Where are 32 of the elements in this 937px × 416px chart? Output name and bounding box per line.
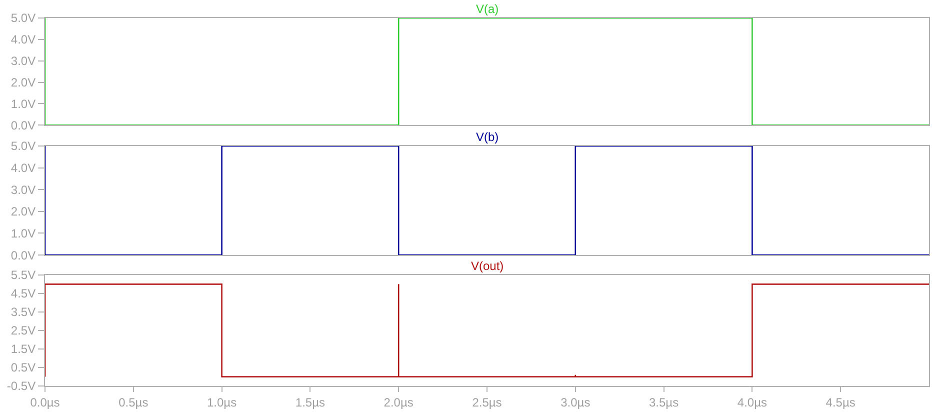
x-tick-label: 4.5µs (826, 395, 856, 410)
text: V(b) (476, 130, 499, 144)
y-tick-label: 4.0V (10, 32, 36, 47)
x-tick-label: 1.5µs (295, 395, 326, 410)
y-tick-label: 2.0V (10, 204, 36, 219)
y-tick-label: 5.5V (10, 268, 36, 282)
y-tick-label: 5.0V (10, 139, 36, 154)
y-tick-label: 3.0V (10, 182, 36, 197)
x-tick-label: 0.5µs (118, 395, 148, 410)
x-tick-label: 0.0µs (30, 395, 60, 410)
x-tick-label: 2.5µs (472, 395, 502, 410)
y-tick-label: -0.5V (6, 379, 36, 394)
y-tick-label: 0.0V (10, 118, 36, 132)
y-tick-label: 5.0V (10, 11, 36, 26)
y-tick-label: 3.0V (10, 54, 36, 68)
y-tick-label: 0.5V (10, 360, 36, 375)
x-tick-label: 3.5µs (648, 395, 679, 410)
y-tick-label: 1.0V (10, 96, 36, 111)
x-tick-label: 2.0µs (384, 395, 414, 410)
text: V(out) (471, 259, 504, 273)
y-tick-label: 4.5V (10, 286, 36, 301)
y-tick-label: 1.5V (10, 342, 36, 356)
x-tick-label: 4.0µs (737, 395, 768, 410)
y-tick-label: 2.5V (10, 324, 36, 338)
x-tick-label: 3.0µs (560, 395, 590, 410)
series-label: V(a) (476, 2, 499, 16)
x-tick-label: 1.0µs (206, 395, 237, 410)
y-tick-label: 0.0V (10, 248, 36, 262)
y-tick-label: 2.0V (10, 75, 36, 90)
y-tick-label: 4.0V (10, 160, 36, 175)
y-tick-label: 3.5V (10, 305, 36, 320)
y-tick-label: 1.0V (10, 226, 36, 240)
